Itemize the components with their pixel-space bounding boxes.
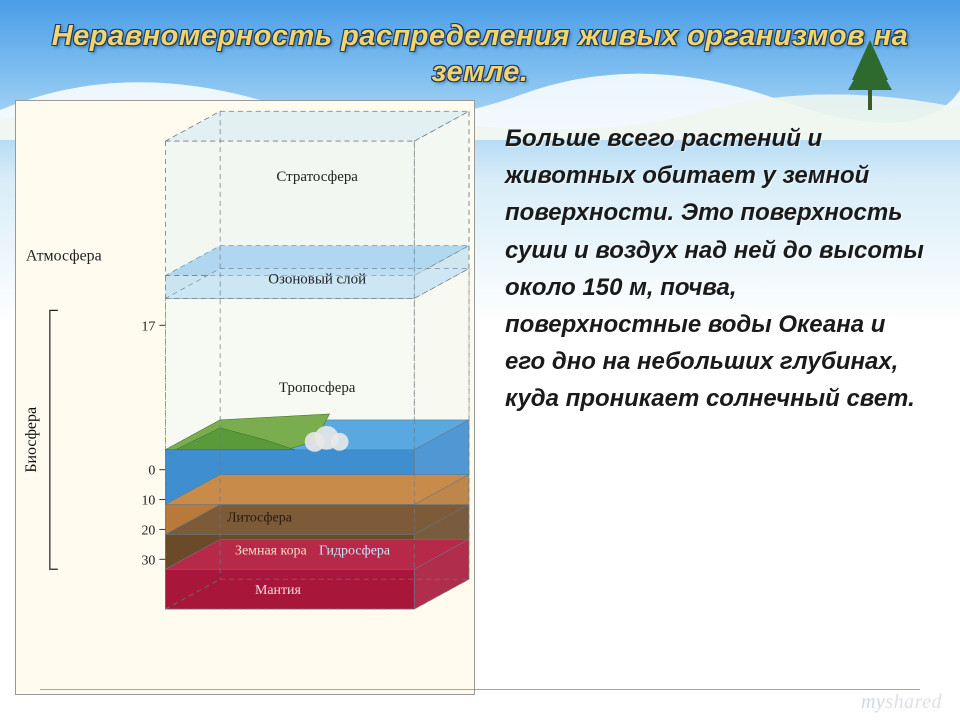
watermark: myshared: [861, 691, 942, 714]
svg-text:17: 17: [141, 319, 155, 334]
svg-text:10: 10: [141, 494, 155, 509]
svg-text:Гидросфера: Гидросфера: [319, 543, 390, 558]
svg-text:Литосфера: Литосфера: [227, 510, 292, 525]
svg-text:Биосфера: Биосфера: [23, 407, 40, 473]
svg-text:Атмосфера: Атмосфера: [26, 248, 102, 265]
svg-text:20: 20: [141, 523, 155, 538]
svg-text:Озоновый слой: Озоновый слой: [268, 271, 366, 287]
svg-text:Мантия: Мантия: [255, 583, 302, 598]
svg-text:Тропосфера: Тропосфера: [279, 380, 356, 396]
svg-text:Стратосфера: Стратосфера: [276, 169, 358, 185]
content-row: Стратосфера Озоновый слой Тропосфера Литосф…: [0, 100, 960, 700]
footer-divider: [40, 689, 920, 690]
svg-text:0: 0: [148, 464, 155, 479]
body-text: Больше всего растений и животных обитает…: [505, 120, 930, 418]
text-column: Больше всего растений и животных обитает…: [505, 100, 930, 700]
diagram-column: Стратосфера Озоновый слой Тропосфера Литосф…: [15, 100, 485, 700]
biosphere-diagram: Стратосфера Озоновый слой Тропосфера Литосф…: [15, 100, 475, 695]
svg-text:Земная кора: Земная кора: [235, 543, 307, 558]
svg-text:30: 30: [141, 553, 155, 568]
